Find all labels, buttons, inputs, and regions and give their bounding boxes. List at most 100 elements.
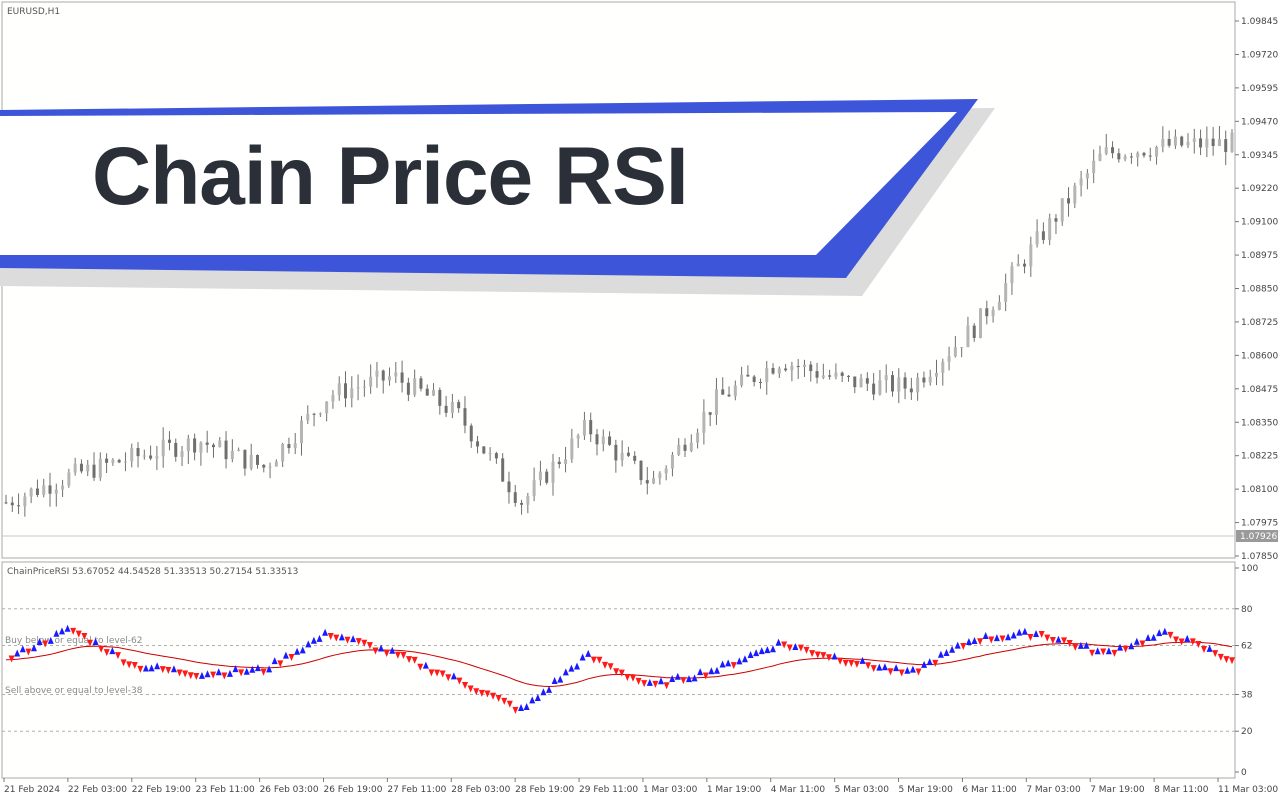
indicator-pane[interactable]	[1, 561, 1236, 779]
sell-arrow	[730, 662, 737, 670]
candle-body	[255, 455, 259, 465]
buy-arrow	[1055, 635, 1062, 643]
candle-body	[1092, 160, 1096, 174]
price-axis-label: 1.09845	[1241, 17, 1278, 27]
buy-level-label: Buy below or equal to level-62	[5, 636, 142, 646]
current-price-tag	[1236, 530, 1278, 542]
price-axis-label: 1.09100	[1241, 218, 1278, 228]
candle-body	[111, 459, 115, 463]
candle-body	[123, 461, 127, 463]
sell-arrow	[1027, 634, 1034, 642]
time-axis-label: 28 Feb 03:00	[451, 785, 510, 795]
candle-body	[10, 502, 14, 506]
sell-arrow	[187, 672, 194, 680]
level-axis-label: 80	[1241, 605, 1253, 615]
candle-body	[199, 442, 203, 453]
buy-arrow	[736, 657, 743, 665]
candle-body	[865, 378, 869, 384]
candle-body	[86, 464, 90, 472]
buy-arrow	[14, 649, 21, 657]
time-axis-label: 7 Mar 03:00	[1026, 785, 1081, 795]
price-pane[interactable]	[1, 1, 1236, 559]
candle-body	[42, 485, 46, 495]
candle-body	[714, 389, 718, 415]
sell-arrow	[411, 656, 418, 664]
time-axis-label: 23 Feb 11:00	[196, 785, 255, 795]
buy-arrow	[254, 664, 261, 672]
candle-body	[331, 395, 335, 402]
price-axis-label: 1.08350	[1241, 418, 1278, 428]
sell-arrow	[590, 656, 597, 664]
candle-body	[67, 472, 71, 486]
candle-body	[890, 375, 894, 392]
price-axis-label: 1.08600	[1241, 351, 1278, 361]
sell-arrow	[1072, 643, 1079, 651]
sell-arrow	[467, 685, 474, 693]
candle-body	[645, 480, 649, 484]
candle-body	[966, 325, 970, 348]
candle-body	[1098, 153, 1102, 161]
buy-arrow	[881, 663, 888, 671]
price-axis-label: 1.08225	[1241, 452, 1278, 462]
candle-body	[98, 458, 102, 478]
buy-arrow	[904, 666, 911, 674]
candle-body	[809, 364, 813, 372]
buy-arrow	[518, 704, 525, 712]
buy-arrow	[30, 644, 37, 652]
buy-arrow	[534, 693, 541, 701]
candle-body	[350, 388, 354, 399]
banner-title: Chain Price RSI	[92, 131, 689, 222]
candle-body	[821, 375, 825, 378]
buy-arrow	[775, 638, 782, 646]
time-axis[interactable]: 21 Feb 2024 22 Feb 03:00 22 Feb 19:00 23 Fe…	[3, 778, 1278, 795]
sell-arrow	[865, 662, 872, 670]
buy-arrow	[47, 636, 54, 644]
sell-arrow	[1189, 638, 1196, 646]
time-axis-label: 7 Mar 19:00	[1090, 785, 1145, 795]
buy-arrow	[1206, 644, 1213, 652]
time-axis-label: 22 Feb 03:00	[68, 785, 127, 795]
candle-body	[35, 488, 39, 495]
candle-body	[557, 461, 561, 465]
buy-arrow	[669, 674, 676, 682]
candle-body	[476, 441, 480, 447]
candle-body	[1111, 147, 1115, 154]
sell-arrow	[848, 659, 855, 667]
candle-body	[61, 485, 65, 490]
sell-arrow	[120, 659, 127, 667]
candle-body	[1054, 218, 1058, 222]
candle-body	[186, 438, 190, 452]
buy-arrow	[1184, 634, 1191, 642]
buy-arrow	[1033, 630, 1040, 638]
candle-body	[1205, 138, 1209, 148]
candle-body	[639, 460, 643, 481]
buy-arrow	[64, 624, 71, 632]
candle-body	[595, 434, 599, 445]
sell-arrow	[825, 654, 832, 662]
sell-arrow	[490, 692, 497, 700]
candle-body	[180, 451, 184, 457]
sell-arrow	[1139, 640, 1146, 648]
buy-arrow	[529, 696, 536, 704]
candle-body	[608, 436, 612, 445]
sell-arrow	[680, 677, 687, 685]
sell-arrow	[1049, 636, 1056, 644]
sell-arrow	[383, 650, 390, 658]
candle-body	[230, 450, 234, 460]
candle-body	[211, 444, 215, 448]
buy-arrow	[282, 651, 289, 659]
candle-body	[117, 459, 121, 463]
price-axis[interactable]: 1.09845 1.09720 1.09595 1.09470 1.09345 1.092…	[1235, 17, 1278, 562]
level-axis[interactable]: 100 80 62 38 20 0	[1235, 564, 1258, 778]
buy-arrow	[1077, 641, 1084, 649]
candle-body	[243, 449, 247, 469]
level-axis-label: 20	[1241, 727, 1253, 737]
candle-body	[312, 413, 316, 415]
symbol-label: EURUSD,H1	[7, 7, 60, 17]
candle-body	[840, 372, 844, 376]
sell-arrow	[1122, 645, 1129, 653]
candlestick-series	[4, 125, 1234, 517]
sell-arrow	[803, 646, 810, 654]
indicator-levels	[2, 608, 1235, 732]
